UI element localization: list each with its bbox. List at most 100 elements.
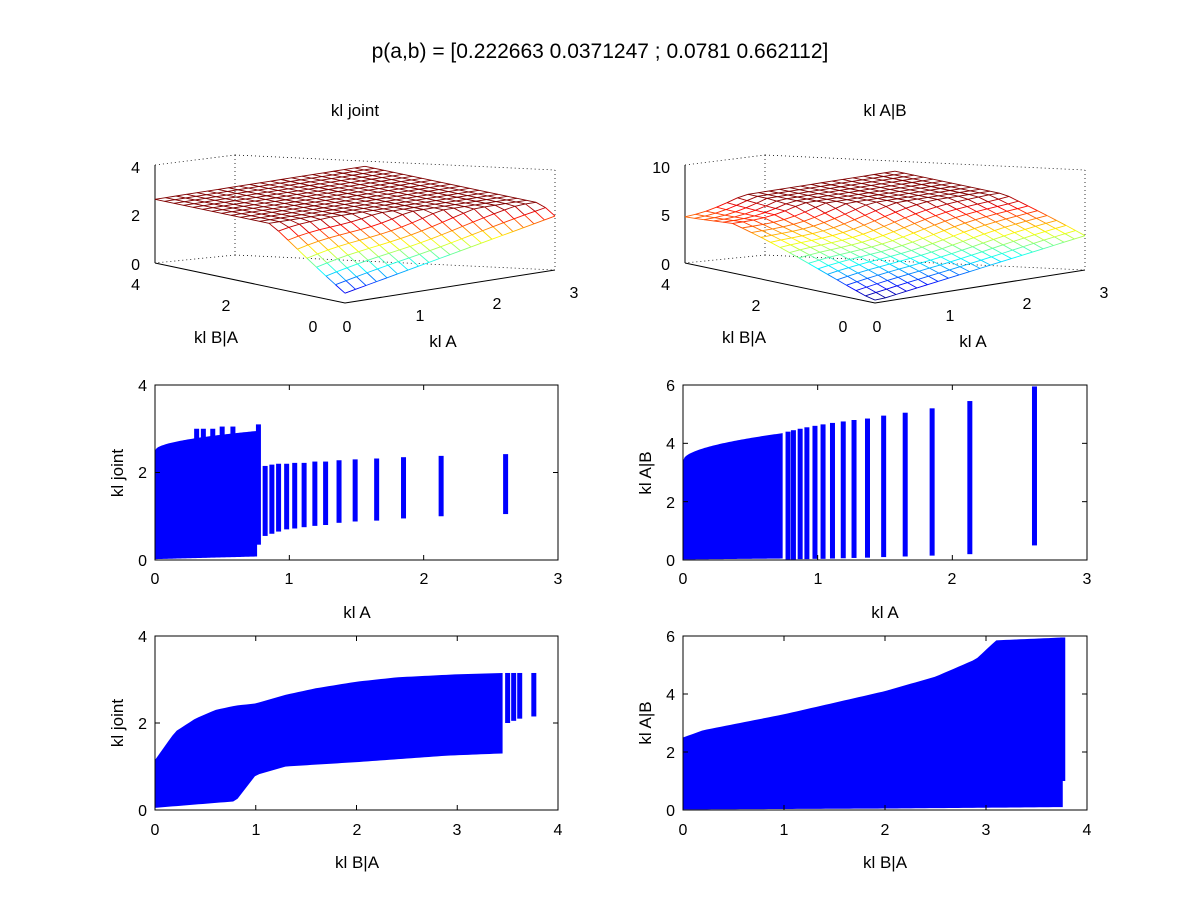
surface-mesh-line (273, 204, 284, 208)
surface-mesh-line (820, 244, 831, 251)
surface-mesh-line (732, 221, 744, 224)
surface-mesh-line (945, 208, 957, 213)
surface-mesh-line (988, 192, 1000, 196)
surface-mesh-line (434, 202, 446, 205)
surface-mesh-line (810, 183, 821, 187)
surface-mesh-line (386, 197, 397, 201)
surface-mesh-line (336, 193, 348, 196)
surface-mesh-line (250, 215, 261, 219)
surface-mesh-line (1036, 215, 1048, 219)
surface-mesh-line (407, 192, 419, 195)
panel1-ytick-0: 0 (309, 319, 318, 336)
surface-mesh-line (439, 185, 450, 189)
surface-mesh-line (236, 192, 247, 196)
surface-mesh-line (879, 255, 891, 260)
surface-mesh-line (391, 179, 402, 183)
panel1-xtick-3: 3 (570, 285, 579, 302)
surface-mesh-line (911, 180, 923, 183)
panel2-ztick-5: 5 (661, 208, 670, 225)
scatter-point-column (336, 460, 342, 523)
panel3-xlabel: kl A (343, 603, 371, 622)
surface-mesh-line (746, 195, 758, 201)
surface-mesh-line (318, 187, 329, 190)
surface-mesh-line (474, 204, 485, 208)
surface-mesh-line (765, 205, 776, 209)
surface-mesh-line (933, 230, 945, 235)
surface-mesh-line (962, 237, 974, 242)
surface-mesh-line (259, 220, 270, 224)
surface-mesh-line (311, 210, 323, 214)
surface-mesh-line (288, 223, 300, 228)
surface-mesh-line (315, 198, 326, 201)
surface-mesh-line (958, 194, 970, 197)
surface-mesh-line (283, 206, 294, 210)
surface-mesh-line (365, 200, 376, 204)
panel1-ztick-4: 4 (131, 160, 140, 177)
surface-mesh-line (301, 175, 312, 179)
panel3-ytick-0: 0 (138, 553, 147, 570)
surface-mesh-line (775, 203, 787, 209)
panel4-ytick-4: 4 (666, 436, 675, 453)
surface-mesh-line (302, 208, 314, 212)
surface-mesh-line (871, 179, 883, 183)
surface-mesh-line (293, 204, 304, 208)
surface-mesh-line (432, 213, 443, 223)
surface-mesh-line (455, 200, 466, 204)
surface-mesh-line (310, 216, 321, 220)
surface-mesh-line (940, 253, 952, 258)
surface-mesh-line (723, 218, 734, 222)
surface-mesh-line (235, 196, 246, 200)
surface-mesh-line (705, 210, 716, 214)
surface-mesh-line (1034, 234, 1045, 241)
surface-mesh-line (340, 221, 352, 226)
surface-mesh-line (941, 184, 952, 188)
surface-mesh-line (437, 192, 448, 196)
surface-mesh-line (424, 203, 436, 207)
surface-mesh-line (335, 280, 347, 286)
surface-mesh-line (1006, 210, 1017, 217)
surface-mesh-line (415, 198, 427, 201)
surface-mesh-line (419, 183, 431, 187)
surface-mesh-line (1005, 215, 1017, 220)
scatter-point-column (881, 415, 887, 558)
surface-mesh-line (322, 170, 334, 174)
surface-mesh-line (312, 174, 323, 177)
surface-mesh-line (808, 262, 819, 270)
surface-mesh-line (951, 249, 963, 255)
surface-mesh-line (961, 249, 972, 256)
surface-mesh-line (385, 199, 397, 202)
surface-mesh-line (789, 249, 801, 254)
surface-mesh-line (855, 286, 867, 292)
surface-mesh-line (899, 191, 910, 194)
surface-mesh-line (387, 192, 399, 195)
surface-mesh-line (1007, 203, 1018, 210)
surface-mesh-line (295, 196, 307, 199)
surface-mesh-line (843, 219, 855, 225)
surface-mesh-line (940, 188, 951, 191)
surface-mesh-line (326, 194, 338, 198)
surface-mesh-line (1026, 210, 1038, 214)
surface-mesh-line (939, 191, 950, 195)
surface-mesh-line (486, 199, 497, 203)
surface-mesh-line (1006, 208, 1018, 212)
surface-mesh-line (962, 240, 973, 248)
surface-mesh-line (931, 180, 943, 184)
scatter-point-column (967, 401, 973, 555)
surface-mesh-line (846, 199, 857, 203)
surface-mesh-line (410, 230, 422, 236)
surface-mesh-line (767, 192, 779, 196)
surface-mesh-line (397, 269, 409, 275)
panel5-scatter-marks (155, 672, 537, 808)
surface-mesh-line (891, 245, 903, 250)
surface-mesh-line (956, 206, 968, 210)
surface-mesh-line (875, 210, 886, 217)
surface-mesh-line (449, 187, 460, 191)
surface-mesh-line (1003, 235, 1014, 242)
surface-mesh-line (393, 171, 404, 175)
surface-mesh-line (898, 194, 909, 198)
surface-mesh-line (206, 194, 217, 198)
surface-mesh-line (877, 271, 889, 276)
surface-mesh-line (247, 191, 258, 195)
surface-mesh-line (267, 191, 278, 195)
surface-mesh-line (937, 199, 948, 205)
